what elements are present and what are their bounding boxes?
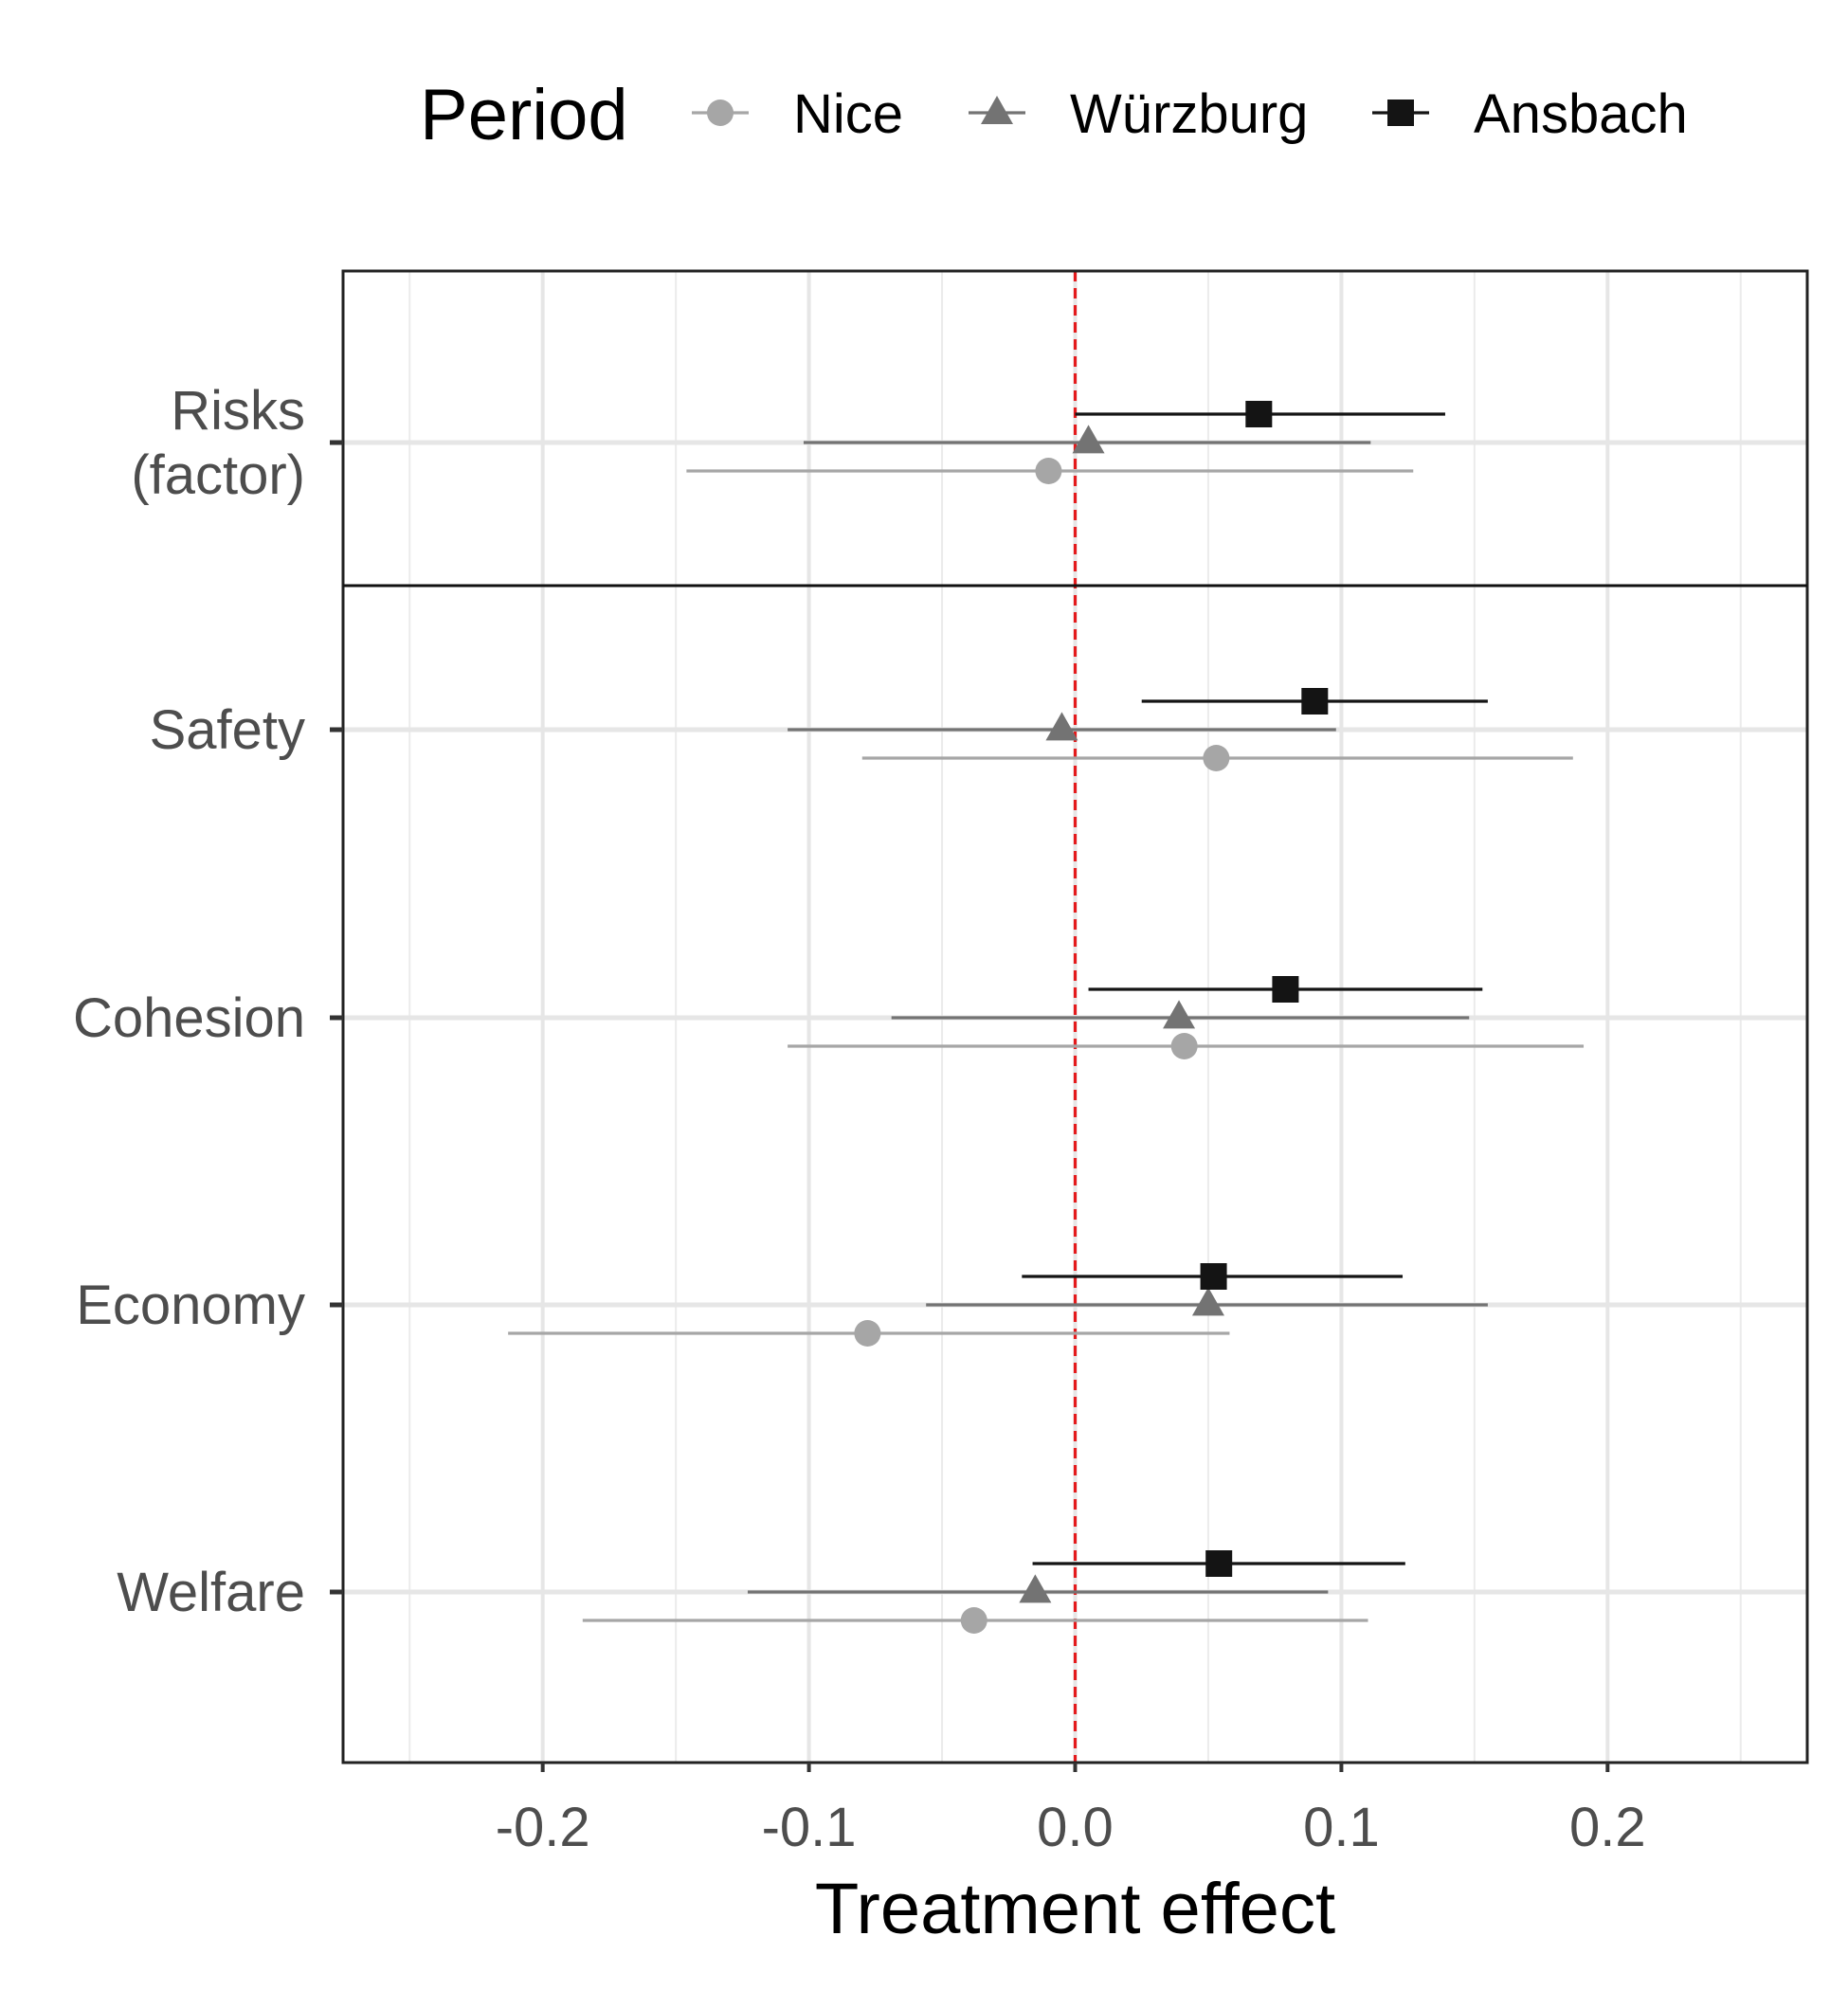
x-tick-label: 0.2 bbox=[1569, 1797, 1646, 1858]
point-nice bbox=[854, 1320, 881, 1347]
y-category-label: Welfare bbox=[117, 1562, 305, 1623]
legend-key-ansbach bbox=[1387, 100, 1414, 126]
point-wrzburg bbox=[1191, 1287, 1224, 1316]
point-nice bbox=[1203, 745, 1230, 771]
y-category-label: Risks bbox=[171, 380, 305, 442]
x-tick-label: -0.2 bbox=[496, 1797, 590, 1858]
point-wrzburg bbox=[1045, 712, 1078, 741]
point-ansbach bbox=[1200, 1263, 1227, 1290]
point-wrzburg bbox=[1163, 1000, 1196, 1029]
y-category-label: Economy bbox=[76, 1275, 305, 1336]
point-ansbach bbox=[1272, 976, 1299, 1003]
legend-key-nice bbox=[707, 100, 734, 126]
y-category-label: Safety bbox=[150, 699, 305, 761]
point-ansbach bbox=[1301, 688, 1329, 715]
point-wrzburg bbox=[1072, 425, 1105, 454]
point-nice bbox=[960, 1607, 987, 1634]
x-tick-label: -0.1 bbox=[762, 1797, 857, 1858]
point-nice bbox=[1035, 458, 1062, 484]
point-wrzburg bbox=[1019, 1574, 1052, 1603]
x-tick-label: 0.0 bbox=[1037, 1797, 1114, 1858]
legend-label-ansbach: Ansbach bbox=[1474, 83, 1688, 145]
legend-key-wrzburg bbox=[981, 96, 1013, 124]
legend-label-wrzburg: Würzburg bbox=[1070, 83, 1308, 145]
point-nice bbox=[1170, 1033, 1198, 1059]
point-ansbach bbox=[1205, 1550, 1233, 1577]
legend: Period Nice Würzburg Ansbach bbox=[420, 75, 1688, 155]
legend-title: Period bbox=[420, 75, 628, 155]
axes: -0.2 -0.1 0.0 0.1 0.2 Treatment effect Risks(f… bbox=[73, 380, 1646, 1949]
legend-label-nice: Nice bbox=[793, 83, 903, 145]
point-ansbach bbox=[1245, 401, 1273, 427]
y-category-label: Cohesion bbox=[73, 987, 305, 1049]
series-group bbox=[508, 401, 1585, 1634]
x-axis-title: Treatment effect bbox=[815, 1869, 1335, 1949]
x-tick-label: 0.1 bbox=[1303, 1797, 1380, 1858]
y-category-label: (factor) bbox=[131, 444, 305, 506]
